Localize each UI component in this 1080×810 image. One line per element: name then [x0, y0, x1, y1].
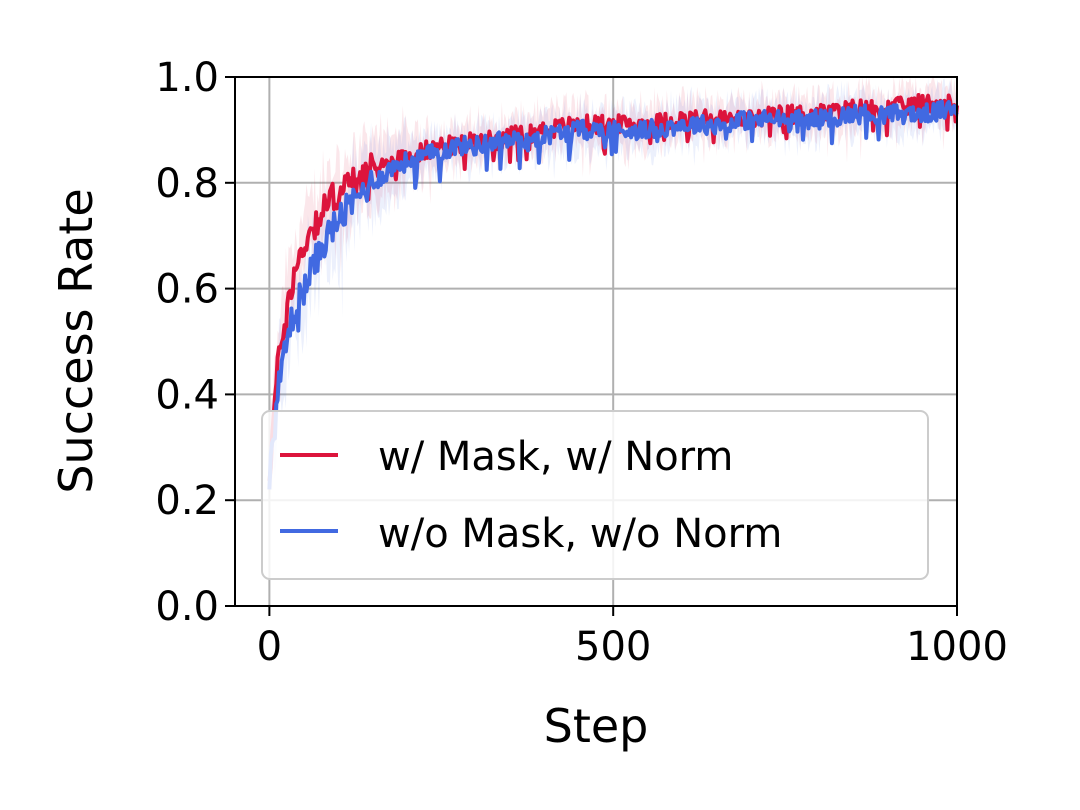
y-tick-label: 0.0: [155, 584, 219, 630]
x-tick-label: 1000: [906, 624, 1008, 670]
legend: w/ Mask, w/ Norm w/o Mask, w/o Norm: [261, 410, 929, 580]
ticks: 0 500 1000 0.0 0.2 0.4 0.6 0.8 1.0: [155, 55, 1008, 670]
y-tick-label: 0.8: [155, 161, 219, 207]
plot-frame: [234, 76, 958, 607]
y-tick-label: 0.4: [155, 372, 219, 418]
legend-label-no-mask-no-norm: w/o Mask, w/o Norm: [378, 511, 782, 557]
x-axis-label: Step: [544, 699, 649, 753]
y-tick-label: 0.2: [155, 478, 219, 524]
legend-box: [261, 410, 929, 580]
y-axis-label: Success Rate: [49, 188, 103, 493]
series-lines: [267, 93, 959, 490]
x-tick-label: 500: [575, 624, 651, 670]
series-line: [267, 99, 959, 490]
legend-label-mask-norm: w/ Mask, w/ Norm: [378, 434, 733, 480]
y-tick-label: 1.0: [155, 55, 219, 101]
y-tick-label: 0.6: [155, 267, 219, 313]
x-tick-label: 0: [257, 624, 282, 670]
